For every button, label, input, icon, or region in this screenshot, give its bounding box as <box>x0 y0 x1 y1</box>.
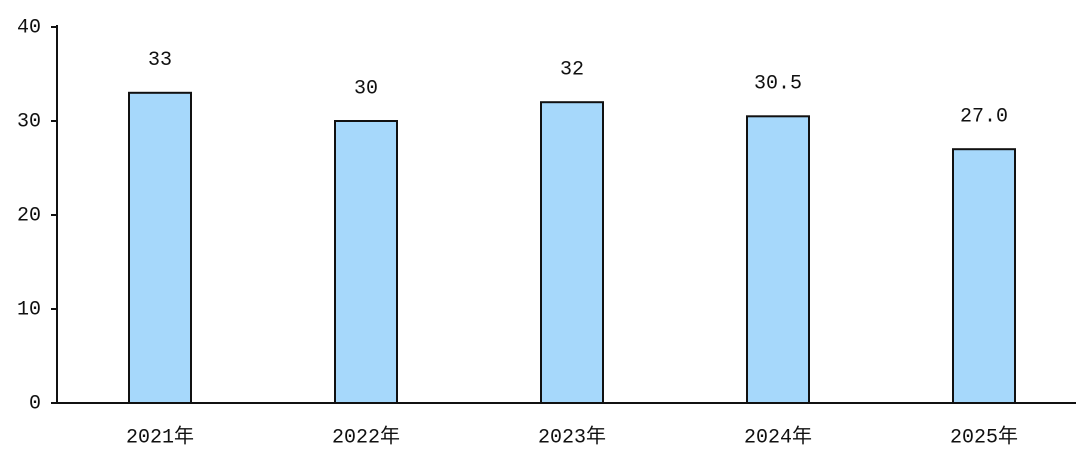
y-tick-label: 20 <box>17 204 41 227</box>
bar <box>128 91 192 405</box>
y-tick-label: 40 <box>17 16 41 39</box>
bar <box>334 120 398 404</box>
value-label: 30.5 <box>754 73 802 96</box>
bar <box>540 101 604 404</box>
x-tick-label: 2025年 <box>950 424 1018 449</box>
value-label: 32 <box>560 58 584 81</box>
x-tick-label: 2022年 <box>332 424 400 449</box>
x-tick-label: 2024年 <box>744 424 812 449</box>
value-label: 30 <box>354 77 378 100</box>
value-label: 27.0 <box>960 105 1008 128</box>
x-tick-label: 2021年 <box>126 424 194 449</box>
y-tick-label: 10 <box>17 298 41 321</box>
x-tick-label: 2023年 <box>538 424 606 449</box>
y-tick-label: 0 <box>29 392 41 415</box>
bar <box>952 148 1016 404</box>
bar <box>746 115 810 405</box>
value-label: 33 <box>148 49 172 72</box>
y-tick-label: 30 <box>17 110 41 133</box>
